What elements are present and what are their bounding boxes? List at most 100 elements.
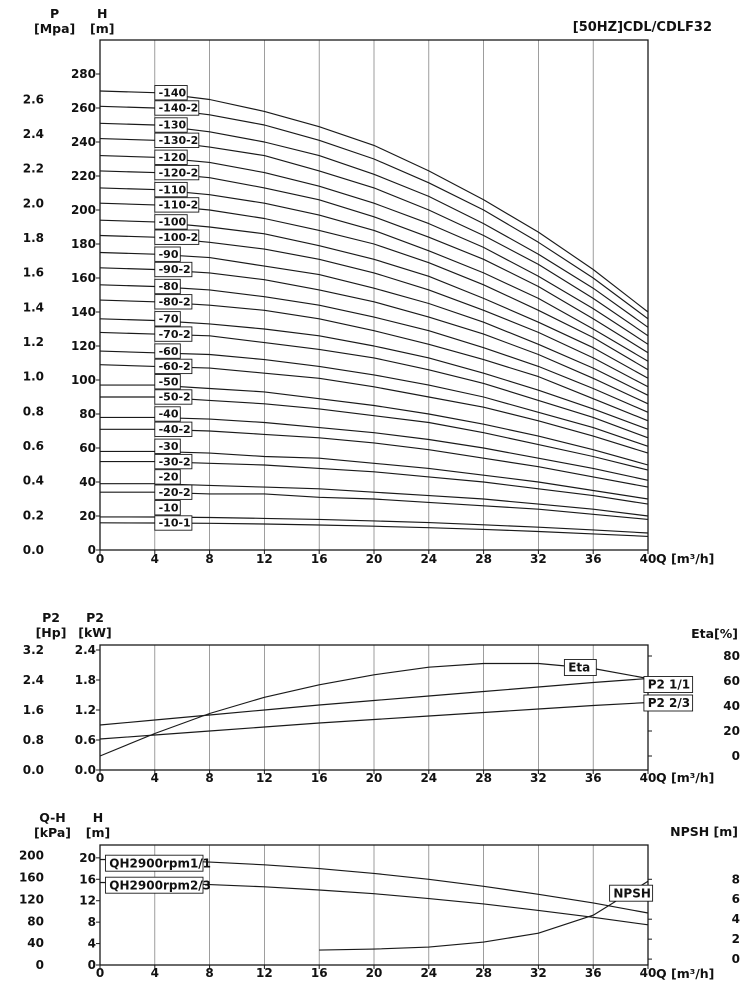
curve-p2-1-1 — [99, 677, 649, 726]
h-tick-label: 120 — [71, 339, 96, 353]
label-box--80-2 — [154, 294, 193, 310]
label-box--110-2 — [154, 197, 200, 213]
x-tick-label: 36 — [585, 552, 602, 566]
label-box-qh2900rpm2-3 — [105, 876, 204, 894]
kpa-tick-label: 200 — [19, 849, 44, 863]
curve--110 — [99, 187, 649, 362]
label-box-qh2900rpm1-1 — [105, 854, 204, 872]
h-tick-label: 260 — [71, 101, 96, 115]
p-tick-label: 0.8 — [23, 404, 44, 418]
h-tick-label: 20 — [79, 509, 96, 523]
label-text--130: -130 — [159, 119, 187, 132]
label-box--10 — [154, 500, 181, 516]
kpa-tick-label: 40 — [27, 936, 44, 950]
label-text--80: -80 — [159, 280, 179, 293]
label-text--60: -60 — [159, 345, 179, 358]
x-tick-label: 12 — [256, 966, 273, 980]
h-tick-label: 160 — [71, 271, 96, 285]
x-tick-label: 8 — [205, 771, 213, 785]
p-tick-label: 1.0 — [23, 370, 44, 384]
x-tick-label: 20 — [366, 552, 383, 566]
eta-tick-label: 20 — [723, 724, 740, 738]
label-text--100-2: -100-2 — [159, 231, 199, 244]
label-box--70-2 — [154, 326, 193, 342]
label-text--120: -120 — [159, 151, 187, 164]
label-text--40: -40 — [159, 408, 179, 421]
kpa-tick-label: 160 — [19, 871, 44, 885]
label-box--80 — [154, 278, 181, 295]
label-box--100 — [154, 214, 188, 230]
x-tick-label: 0 — [96, 552, 104, 566]
x-tick-label: 16 — [311, 552, 328, 566]
label-box--130-2 — [154, 132, 200, 148]
p-tick-label: 1.4 — [23, 300, 44, 314]
curve-p2-2-3 — [99, 701, 649, 740]
label-text--10-1: -10-1 — [159, 517, 191, 530]
x-tick-label: 28 — [475, 552, 492, 566]
m-axis-unit: [m] — [85, 825, 111, 840]
h-axis-name: H — [97, 6, 108, 21]
label-text-qh2900rpm1-1: QH2900rpm1/1 — [109, 856, 211, 870]
hp-axis-header: P2 [Hp] — [34, 610, 68, 640]
label-text-p2-1-1: P2 1/1 — [648, 678, 690, 692]
axis-header-top-chart: P [Mpa] H [m] — [34, 6, 119, 36]
h-tick-label: 100 — [71, 373, 96, 387]
x-tick-label: 20 — [366, 771, 383, 785]
label-text--120-2: -120-2 — [159, 166, 199, 179]
label-text--40-2: -40-2 — [159, 423, 191, 436]
label-text--10: -10 — [159, 501, 179, 514]
label-box--90-2 — [154, 261, 193, 278]
kpa-axis-name: Q-H — [39, 810, 66, 825]
label-box--50-2 — [154, 389, 193, 405]
curve--40 — [100, 416, 649, 481]
x-tick-label: 40 — [640, 552, 657, 566]
label-text-qh2900rpm2-3: QH2900rpm2/3 — [109, 878, 211, 892]
label-text--110: -110 — [159, 183, 187, 196]
x-axis-label-power-chart: Q [m³/h] — [656, 770, 715, 785]
eta-axis-label: Eta[%] — [691, 626, 738, 641]
x-tick-label: 4 — [151, 966, 159, 980]
curve--140 — [99, 90, 649, 313]
label-text--140: -140 — [159, 86, 187, 99]
p-tick-label: 2.0 — [23, 196, 44, 210]
x-tick-label: 12 — [256, 771, 273, 785]
label-box--30 — [154, 438, 181, 454]
h-tick-label: 200 — [71, 203, 96, 217]
label-text-p2-2-3: P2 2/3 — [648, 696, 690, 710]
h-tick-label: 280 — [71, 67, 96, 81]
p-tick-label: 1.8 — [23, 231, 44, 245]
x-tick-label: 40 — [640, 771, 657, 785]
eta-tick-label: 80 — [723, 649, 740, 663]
x-axis-label-stage-chart: Q [m³/h] — [656, 966, 715, 981]
h-axis-header: H [m] — [85, 6, 119, 36]
label-text--60-2: -60-2 — [159, 360, 191, 373]
chart-qh-multistage: 0 4 8 12 16 20 24 28 32 36 40 0 20 40 60 80 100 120 140 160… — [23, 39, 657, 566]
npsh-axis-label: NPSH [m] — [670, 824, 738, 839]
curve--70 — [99, 318, 649, 430]
label-text--20: -20 — [159, 471, 179, 484]
hp-tick-label: 0.8 — [23, 733, 44, 747]
curve--60 — [99, 350, 649, 447]
m-tick-label: 12 — [79, 894, 96, 908]
x-tick-label: 12 — [256, 552, 273, 566]
label-box-eta — [563, 659, 597, 676]
p-tick-label: 0.6 — [23, 439, 44, 453]
x-tick-label: 4 — [151, 771, 159, 785]
label-text-eta: Eta — [568, 661, 590, 675]
label-box--120 — [154, 149, 188, 165]
curve--100 — [99, 219, 649, 379]
curve--120 — [99, 155, 649, 345]
h-tick-label: 220 — [71, 169, 96, 183]
kpa-tick-label: 0 — [36, 958, 44, 972]
eta-tick-label: 0 — [732, 749, 740, 763]
npsh-tick-label: 8 — [732, 872, 740, 886]
x-tick-label: 24 — [420, 552, 437, 566]
label-box--90 — [154, 246, 181, 262]
label-box--130 — [154, 117, 188, 133]
x-tick-label: 16 — [311, 771, 328, 785]
curve--130 — [99, 122, 649, 328]
p-axis-unit: [Mpa] — [34, 21, 76, 36]
label-box--50 — [154, 374, 181, 390]
label-text--50-2: -50-2 — [159, 391, 191, 404]
